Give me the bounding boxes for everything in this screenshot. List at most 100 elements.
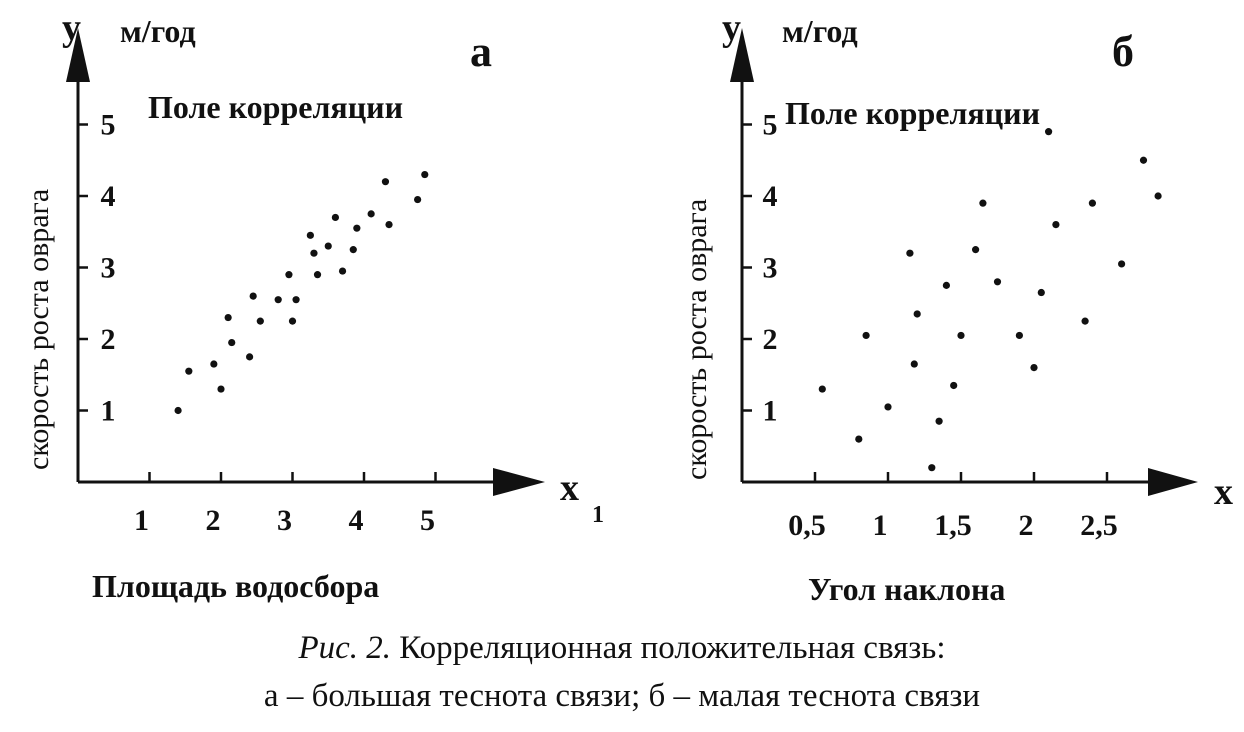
- panel-b-data-point: [855, 435, 863, 443]
- panel-b-data-point: [1139, 156, 1148, 164]
- panel-b-x-tick-label: 0,5: [788, 509, 826, 542]
- panel-a-y-tick-label: 3: [101, 252, 116, 285]
- panel-a-label: а: [470, 27, 492, 76]
- panel-b-data-point: [862, 331, 870, 340]
- caption-prefix: Рис. 2.: [298, 630, 392, 666]
- panel-a-data-point: [349, 246, 357, 254]
- panel-a-data-point: [292, 296, 300, 304]
- panel-b-y-tick-label: 5: [763, 109, 778, 142]
- panel-a-data-point: [256, 317, 264, 325]
- panel-b-data-point: [1081, 317, 1089, 325]
- panel-b-xlabel: Угол наклона: [808, 571, 1005, 607]
- panel-b-x-tick-label: 1: [873, 509, 888, 542]
- panel-a-x-tick-label: 3: [277, 504, 292, 537]
- panel-b-data-point: [1030, 364, 1038, 372]
- panel-a-data-point: [353, 224, 361, 232]
- panel-b-label: б: [1112, 27, 1134, 76]
- panel-b-x-tick-label: 2: [1019, 509, 1034, 542]
- panel-b-data-point: [957, 331, 965, 340]
- panel-a-data-point: [367, 210, 375, 218]
- panel-b-y-tick-label: 4: [763, 180, 778, 213]
- panel-a-data-point: [249, 292, 257, 300]
- panel-b-ticks: 0,5 1 1,5 2 2,5 1 2 3 4 5: [742, 109, 1118, 542]
- panel-b-unit-label: м/год: [782, 13, 858, 49]
- panel-a-ticks: 1 2 3 4 5 1 2 3 4 5: [78, 109, 437, 537]
- panel-a-data-point: [217, 385, 225, 393]
- panel-b-data-point: [942, 281, 951, 289]
- panel-b-data-point: [1052, 221, 1060, 229]
- panel-a-data-point: [285, 271, 293, 279]
- panel-a-data-point: [385, 221, 393, 229]
- panel-b-data-point: [884, 403, 892, 411]
- panel-b-data-point: [913, 310, 921, 318]
- caption-text-1: Корреляционная положительная связь:: [399, 630, 946, 666]
- panel-b-data-point: [1037, 288, 1045, 297]
- panel-b-x-tick-label: 1,5: [934, 509, 972, 542]
- panel-b-data-point: [972, 246, 980, 254]
- panel-a-data-point: [306, 231, 314, 239]
- panel-a-data-point: [324, 242, 332, 250]
- panel-b-data-point: [928, 464, 936, 472]
- panel-a-data-point: [228, 338, 236, 347]
- panel-a-y-tick-label: 1: [101, 395, 116, 428]
- panel-b-y-tick-label: 1: [763, 395, 778, 428]
- panel-a-xlabel: Площадь водосбора: [92, 568, 379, 604]
- panel-b-y-tick-label: 2: [763, 323, 778, 356]
- panel-b-x-tick-label: 2,5: [1080, 509, 1118, 542]
- panel-b-ylabel: скорость роста оврага: [680, 199, 713, 480]
- panel-b-points: [818, 128, 1162, 472]
- panel-b-x-axis-name: х: [1214, 471, 1233, 513]
- panel-b-data-point: [979, 199, 987, 207]
- panel-a-x-tick-label: 4: [349, 504, 364, 537]
- panel-a-data-point: [421, 170, 429, 179]
- panel-a-data-point: [274, 296, 282, 304]
- panel-b-data-point: [935, 417, 943, 425]
- panel-b-x-arrow-icon: [1148, 468, 1198, 496]
- panel-a-data-point: [310, 249, 318, 257]
- panel-a-x-axis-name: х: [560, 467, 579, 509]
- panel-a-y-tick-label: 5: [101, 109, 116, 142]
- panel-a-data-point: [414, 195, 422, 204]
- panel-a-x-tick-label: 1: [134, 504, 149, 537]
- caption-line-2: а – большая теснота связи; б – малая тес…: [263, 678, 981, 714]
- panel-b-data-point: [1154, 192, 1162, 200]
- panel-b-data-point: [1015, 331, 1024, 340]
- panel-a-data-point: [331, 213, 339, 222]
- caption-line-1: Рис. 2. Корреляционная положительная свя…: [0, 624, 1244, 672]
- panel-a-data-point: [288, 317, 297, 325]
- panel-b-data-point: [906, 249, 914, 257]
- panel-b-data-point: [1045, 128, 1053, 136]
- panel-a-points: [174, 170, 429, 415]
- panel-b-data-point: [910, 360, 918, 368]
- panel-a-y-tick-label: 2: [101, 323, 116, 356]
- panel-a-data-point: [381, 178, 390, 186]
- panel-b: 0,5 1 1,5 2 2,5 1 2 3 4 5 у м/год б Поле корреляц…: [680, 7, 1233, 607]
- panel-b-title: Поле корреляции: [785, 95, 1040, 131]
- panel-b-data-point: [993, 278, 1002, 286]
- panel-a-title: Поле корреляции: [148, 89, 403, 125]
- panel-a-data-point: [174, 406, 182, 415]
- panel-a-x-axis-subscript: 1: [592, 502, 604, 528]
- panel-a-unit-label: м/год: [120, 13, 196, 49]
- panel-a-data-point: [185, 367, 193, 375]
- panel-a: 1 2 3 4 5 1 2 3 4 5 у м/год а Поле корреляции ско…: [22, 7, 604, 604]
- panel-a-data-point: [313, 271, 322, 279]
- panel-b-data-point: [818, 385, 826, 393]
- panel-b-data-point: [1088, 199, 1096, 207]
- panel-b-y-tick-label: 3: [763, 252, 778, 285]
- panel-a-data-point: [246, 353, 254, 361]
- panel-a-data-point: [224, 313, 232, 322]
- panel-a-y-arrow-icon: [66, 28, 90, 82]
- panel-a-ylabel: скорость роста оврага: [22, 189, 55, 470]
- panel-a-x-tick-label: 5: [420, 504, 435, 537]
- panel-a-data-point: [338, 267, 347, 275]
- panel-b-data-point: [1118, 260, 1126, 268]
- panel-b-data-point: [950, 381, 958, 390]
- panel-a-x-arrow-icon: [493, 468, 545, 496]
- panel-b-y-arrow-icon: [730, 28, 754, 82]
- figure-caption: Рис. 2. Корреляционная положительная свя…: [0, 624, 1244, 720]
- panel-a-data-point: [210, 360, 218, 368]
- panel-a-y-axis-name: у: [62, 7, 81, 49]
- panel-b-y-axis-name: у: [722, 7, 741, 49]
